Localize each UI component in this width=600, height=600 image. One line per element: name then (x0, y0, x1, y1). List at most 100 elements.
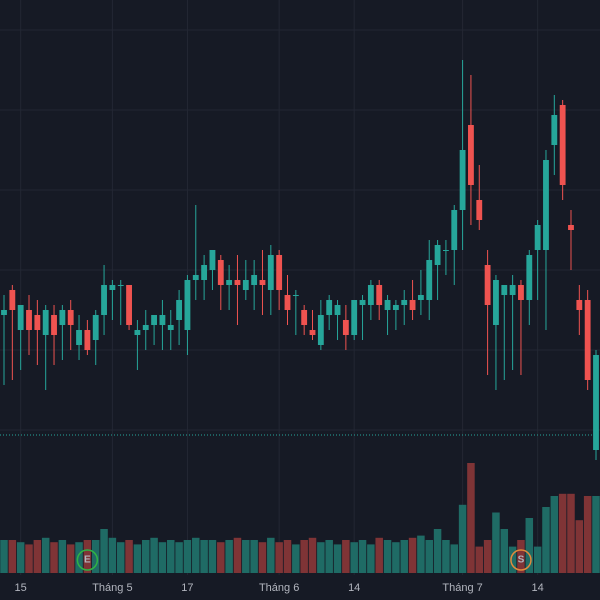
volume-bar (16, 542, 25, 573)
volume-bar (492, 512, 500, 573)
candle-body (92, 315, 99, 340)
candle-body (493, 280, 499, 325)
volume-bar (583, 496, 592, 573)
volume-bar (8, 540, 17, 573)
candle-body (292, 295, 299, 296)
volume-bar (383, 540, 392, 573)
x-tick-label: Tháng 7 (442, 582, 482, 594)
x-tick-label: 14 (348, 582, 360, 594)
volume-bar (300, 540, 308, 573)
event-marker (510, 549, 532, 571)
volume-bar (125, 540, 133, 573)
candle-body (176, 300, 183, 320)
volume-bar (91, 540, 100, 573)
candle-body (392, 305, 399, 310)
candle-body (576, 300, 583, 310)
volume-bar (442, 540, 450, 573)
volume-bar (417, 535, 425, 573)
candle-body (317, 315, 324, 345)
volume-bar (116, 542, 125, 573)
candle-body (276, 255, 283, 290)
volume-bar (508, 546, 517, 573)
volume-bar (41, 537, 50, 573)
candle-body (217, 260, 224, 285)
volume-bar (308, 537, 317, 573)
candle-body (568, 225, 574, 230)
candle-body (426, 260, 433, 300)
candle-body (584, 300, 591, 380)
candle-body (543, 160, 549, 250)
event-marker (76, 549, 99, 571)
volume-bar (158, 542, 167, 573)
event-label: S (518, 555, 525, 566)
volume-bar (575, 520, 584, 573)
volume-bar (542, 507, 550, 573)
candle-body (334, 305, 341, 315)
volume-bar (358, 540, 367, 573)
candle-body (367, 285, 374, 305)
volume-bar (425, 540, 433, 573)
volume-bar (375, 537, 383, 573)
volume-bar (533, 546, 542, 573)
candle-body (117, 285, 124, 286)
candle-body (42, 310, 49, 335)
volume-bar (450, 544, 459, 573)
event-label: E (84, 555, 91, 566)
candle-body (134, 330, 141, 335)
volume-bar (317, 542, 325, 573)
volume-bar (200, 540, 208, 573)
candle-body (509, 285, 516, 295)
volume-bar (141, 540, 150, 573)
candle-body (126, 285, 132, 325)
volume-bar (433, 529, 442, 573)
volume-bar (325, 540, 333, 573)
candle-body (1, 310, 7, 315)
volume-bar (392, 542, 400, 573)
candle-body (342, 320, 349, 335)
volume-bar (400, 540, 408, 573)
x-tick-label: 14 (532, 582, 544, 594)
volume-bar (58, 540, 67, 573)
volume-bar (333, 544, 342, 573)
candle-body (484, 265, 491, 305)
volume-bar (283, 540, 292, 573)
candle-body (526, 255, 533, 300)
candle-body (376, 285, 383, 305)
candle-body (551, 115, 558, 145)
candle-body (76, 330, 82, 345)
volume-bar (150, 537, 158, 573)
volume-bar (567, 493, 575, 573)
candle-body (442, 250, 449, 251)
volume-bar (133, 544, 142, 573)
candle-body (259, 280, 266, 285)
candle-body (109, 285, 116, 290)
candle-body (284, 295, 291, 310)
x-tick-label: Tháng 5 (92, 582, 132, 594)
volume-bar (517, 540, 525, 573)
candle-body (434, 245, 441, 265)
volume-bar (558, 493, 567, 573)
volume-bar (275, 542, 283, 573)
volume-bar (183, 540, 192, 573)
volume-bar (175, 542, 183, 573)
candle-body (476, 200, 483, 220)
volume-bar (50, 542, 58, 573)
candle-body (534, 225, 541, 250)
candle-body (226, 280, 233, 285)
candle-body (59, 310, 66, 325)
candle-body (184, 280, 191, 330)
candle-body (242, 280, 249, 290)
volume-bar (83, 540, 92, 573)
candle-body (593, 355, 599, 450)
candle-body (167, 325, 174, 330)
candle-body (9, 290, 16, 310)
candle-body (518, 285, 524, 300)
volume-bar (525, 518, 534, 573)
volume-bar (408, 537, 417, 573)
candle-body (159, 315, 166, 325)
candle-body (26, 310, 32, 330)
volume-bar (500, 529, 509, 573)
volume-bar (292, 544, 300, 573)
candle-body (468, 125, 474, 185)
volume-bar (267, 537, 275, 573)
